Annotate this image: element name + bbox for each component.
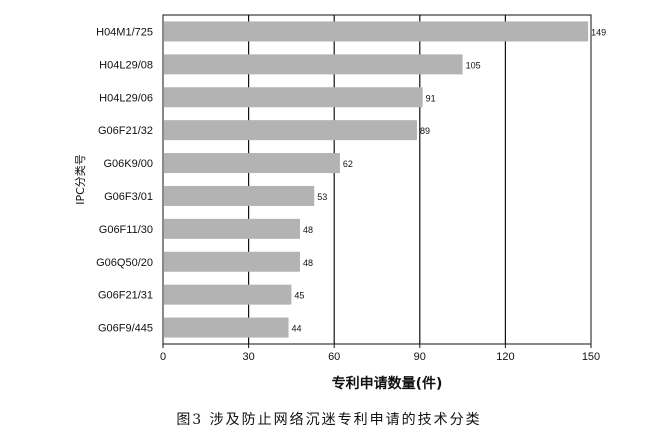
bar xyxy=(164,317,289,338)
figure-caption: 图3 涉及防止网络沉迷专利申请的技术分类 xyxy=(176,412,481,428)
bar xyxy=(164,185,315,206)
bar xyxy=(164,120,417,141)
bars xyxy=(164,21,589,338)
category-labels: H04M1/725 H04L29/08 H04L29/06 G06F21/32 G06K… xyxy=(96,26,153,334)
value-label: 48 xyxy=(303,225,313,235)
value-label: 44 xyxy=(292,324,302,334)
category-label: H04L29/08 xyxy=(99,59,153,71)
category-label: H04M1/725 xyxy=(96,26,153,38)
value-label: 53 xyxy=(317,192,327,202)
bar xyxy=(164,251,300,272)
category-label: G06F11/30 xyxy=(99,224,153,236)
x-tick-label: 120 xyxy=(496,351,514,363)
bar xyxy=(164,218,300,239)
value-label: 91 xyxy=(426,93,436,103)
value-label: 105 xyxy=(466,60,481,70)
bar xyxy=(164,21,589,42)
x-tick-label: 0 xyxy=(160,351,166,363)
x-tick-label: 30 xyxy=(242,351,254,363)
value-label: 45 xyxy=(294,291,304,301)
x-axis-title: 专利申请数量(件) xyxy=(332,375,443,392)
bar xyxy=(164,54,463,75)
value-labels: 149 105 91 89 62 53 48 48 45 44 xyxy=(292,27,607,333)
x-tick-label: 150 xyxy=(582,351,600,363)
category-label: G06F21/31 xyxy=(98,290,153,302)
x-tick-label: 90 xyxy=(414,351,426,363)
bar xyxy=(164,284,292,305)
value-label: 62 xyxy=(343,159,353,169)
category-label: G06F21/32 xyxy=(98,125,153,137)
x-tick-label: 60 xyxy=(328,351,340,363)
y-axis-title: IPC分类号 xyxy=(73,154,87,205)
category-label: H04L29/06 xyxy=(99,92,153,104)
bar xyxy=(164,87,423,108)
value-label: 89 xyxy=(420,126,430,136)
category-label: G06K9/00 xyxy=(103,158,153,170)
value-label: 149 xyxy=(591,27,606,37)
value-label: 48 xyxy=(303,258,313,268)
plot-frame xyxy=(162,14,592,345)
category-label: G06F3/01 xyxy=(104,191,153,203)
category-label: G06Q50/20 xyxy=(96,257,153,269)
x-tick-labels: 0 30 60 90 120 150 xyxy=(160,351,600,363)
category-label: G06F9/445 xyxy=(98,323,153,335)
bar xyxy=(164,153,340,174)
